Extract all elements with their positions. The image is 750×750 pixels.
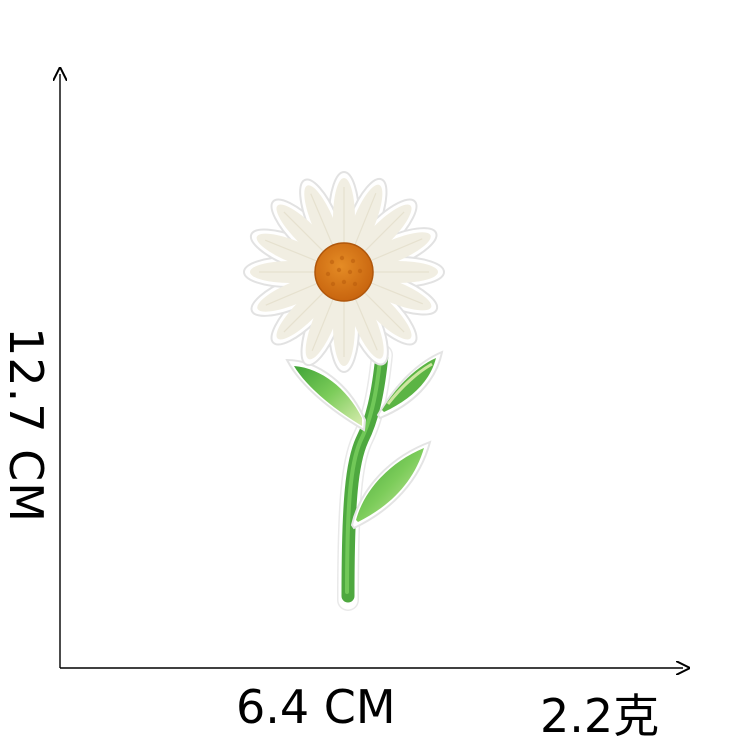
lower-right-leaf (350, 440, 432, 530)
width-dimension-label: 6.4 CM (236, 680, 396, 734)
height-dimension-label: 12.7 CM (0, 327, 53, 523)
flower-center (314, 242, 374, 302)
flower-petals (243, 171, 445, 373)
weight-label: 2.2克 (540, 689, 660, 743)
upper-right-leaf (376, 350, 444, 420)
left-leaf (285, 358, 367, 432)
stem (337, 344, 393, 611)
